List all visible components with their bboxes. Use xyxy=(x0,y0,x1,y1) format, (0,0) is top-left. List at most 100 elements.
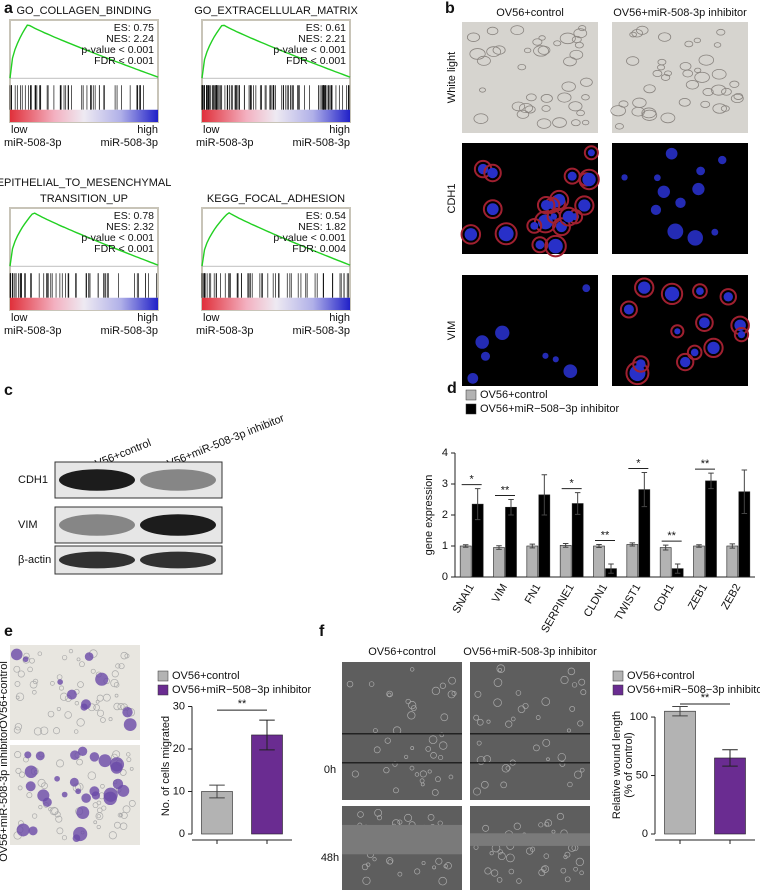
membrane xyxy=(670,324,685,339)
cell xyxy=(14,681,21,687)
gsea-stat: ES: 0.61 xyxy=(306,22,346,34)
cell xyxy=(576,109,585,117)
cell xyxy=(117,812,123,818)
cell xyxy=(658,32,672,42)
cell xyxy=(577,720,584,727)
cell xyxy=(657,64,666,71)
membrane xyxy=(574,195,595,216)
cell xyxy=(533,45,549,57)
error-bar xyxy=(259,719,275,751)
cell xyxy=(712,103,727,114)
nucleus xyxy=(542,352,549,359)
cell xyxy=(476,740,482,746)
y-tick-label: 0 xyxy=(442,571,448,583)
stained-cell xyxy=(22,656,29,663)
stained-cell xyxy=(109,757,125,772)
cell xyxy=(660,74,671,81)
wound-gap xyxy=(342,824,462,855)
cell xyxy=(31,689,37,695)
gsea-stat: FDR < 0.001 xyxy=(286,55,346,67)
bar xyxy=(251,734,283,835)
legend-label: OV56+miR−508−3p inhibitor xyxy=(627,684,760,696)
cell xyxy=(435,857,443,865)
stained-cell xyxy=(28,826,38,836)
nucleus xyxy=(477,163,489,175)
cell xyxy=(122,805,131,814)
error-bar xyxy=(209,784,225,799)
cell xyxy=(101,805,107,811)
membrane xyxy=(660,282,684,306)
y-tick-label: 0 xyxy=(642,828,648,840)
bar xyxy=(505,506,517,578)
nucleus xyxy=(711,228,719,236)
gsea-curve xyxy=(9,24,159,79)
bar xyxy=(201,791,233,835)
cell xyxy=(493,678,503,687)
cell xyxy=(18,771,26,778)
nucleus xyxy=(675,197,686,208)
gsea-strip xyxy=(10,297,158,310)
error-bar xyxy=(529,543,536,549)
gsea-stat: FDR < 0.001 xyxy=(94,55,154,67)
gsea-strip xyxy=(202,297,350,310)
gsea-stat: p-value < 0.001 xyxy=(273,232,346,244)
significance-label: ** xyxy=(501,484,510,496)
cell xyxy=(38,805,43,810)
wound-gap xyxy=(470,833,590,846)
cell xyxy=(652,69,663,78)
cell xyxy=(571,119,581,127)
nucleus xyxy=(582,284,591,293)
nucleus xyxy=(567,171,577,181)
cell xyxy=(538,822,544,828)
cell xyxy=(435,776,441,783)
cell xyxy=(515,690,522,696)
cell xyxy=(74,701,80,706)
nucleus xyxy=(475,335,489,349)
cell xyxy=(15,767,22,774)
cell xyxy=(546,757,550,762)
cell xyxy=(615,123,624,130)
gsea-stat: p-value < 0.001 xyxy=(81,232,154,244)
cell xyxy=(421,861,426,866)
cell xyxy=(351,770,359,778)
micrograph xyxy=(612,22,748,133)
cell xyxy=(61,835,67,841)
stained-cell xyxy=(91,791,101,800)
stained-cell xyxy=(42,797,52,807)
cell xyxy=(631,29,643,38)
cell xyxy=(438,754,444,761)
legend-swatch xyxy=(612,670,624,682)
cell xyxy=(698,54,715,66)
band xyxy=(59,469,135,491)
cell xyxy=(567,667,576,676)
cell xyxy=(73,729,79,734)
significance-label: ** xyxy=(238,698,247,710)
stained-cell xyxy=(123,718,137,731)
cell xyxy=(409,765,415,771)
cell xyxy=(733,92,744,100)
error-bar xyxy=(729,543,736,549)
cell xyxy=(126,752,131,757)
cell xyxy=(516,878,522,884)
cell xyxy=(544,819,553,827)
cell xyxy=(444,862,452,870)
cell xyxy=(553,40,562,47)
cell xyxy=(92,802,99,809)
significance-label: * xyxy=(570,478,575,490)
cell xyxy=(523,47,532,54)
cell xyxy=(372,857,377,862)
legend-swatch xyxy=(157,670,169,682)
cell xyxy=(510,25,525,36)
cell xyxy=(100,784,105,789)
cell xyxy=(684,40,694,48)
stained-cell xyxy=(10,648,23,661)
gsea-frame xyxy=(9,207,159,311)
y-tick-label: 10 xyxy=(173,785,185,797)
cell xyxy=(37,778,46,787)
cell xyxy=(479,87,486,93)
cell xyxy=(451,690,457,696)
cell xyxy=(552,117,567,128)
cell xyxy=(114,693,119,698)
cell xyxy=(581,119,590,126)
cell xyxy=(529,846,536,852)
